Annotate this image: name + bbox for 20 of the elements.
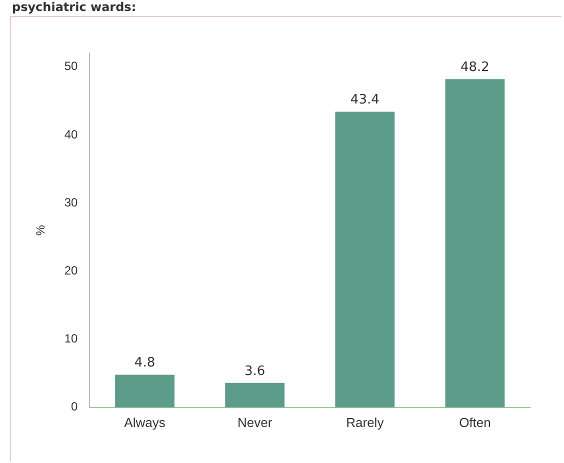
- bar: [335, 112, 395, 408]
- chart-title: psychiatric wards:: [12, 0, 136, 14]
- bar: [225, 382, 285, 408]
- data-label: 43.4: [350, 92, 380, 108]
- x-tick-label: Always: [124, 414, 166, 430]
- bar: [115, 374, 174, 408]
- y-tick-label: 30: [64, 195, 78, 210]
- x-tick-label: Never: [238, 414, 273, 430]
- y-tick-label: 0: [71, 400, 78, 414]
- y-tick-label: 40: [64, 127, 78, 142]
- bar: [445, 79, 505, 408]
- x-tick-label: Rarely: [346, 414, 384, 430]
- data-label: 4.8: [134, 356, 156, 371]
- data-label: 48.2: [460, 60, 490, 75]
- data-label: 3.6: [244, 364, 266, 379]
- x-tick-label: Often: [459, 414, 491, 430]
- y-tick-label: 10: [64, 332, 78, 346]
- y-tick-label: 50: [64, 59, 78, 74]
- y-axis-title: %: [34, 224, 48, 236]
- y-tick-label: 20: [64, 263, 78, 278]
